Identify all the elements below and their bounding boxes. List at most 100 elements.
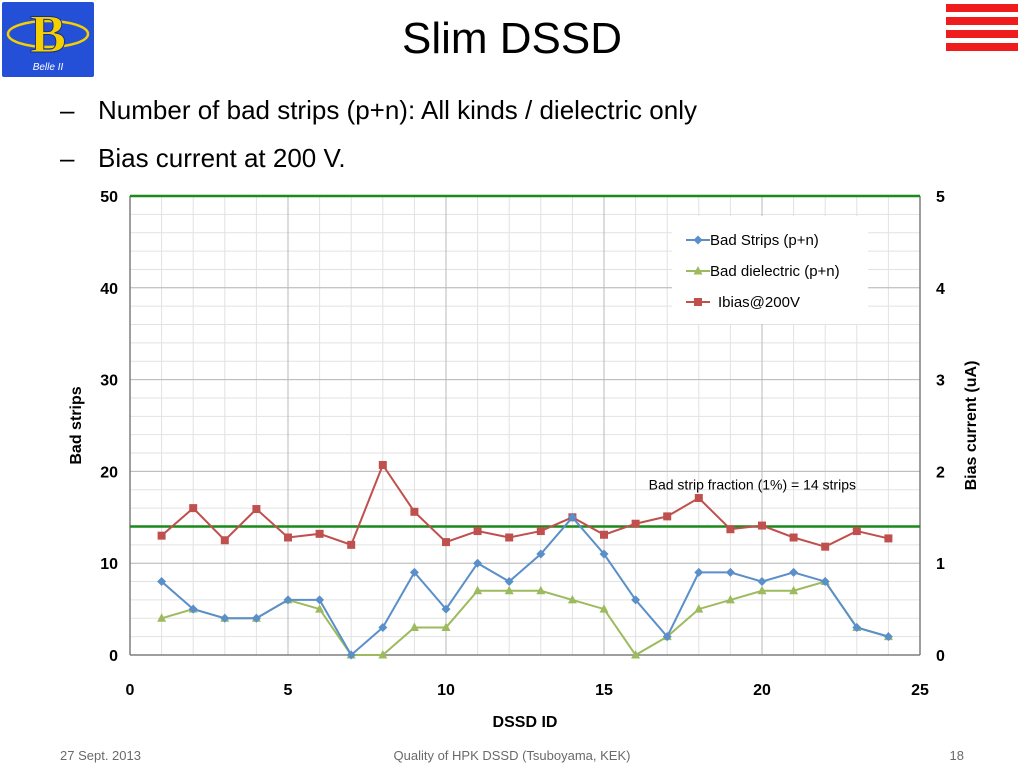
- data-point: [789, 585, 799, 595]
- data-point: [188, 604, 198, 614]
- data-point: [473, 558, 483, 568]
- y2-tick-label: 5: [936, 189, 945, 206]
- data-point: [315, 595, 325, 605]
- data-point: [725, 594, 735, 604]
- footer-date: 27 Sept. 2013: [60, 748, 141, 763]
- data-point: [378, 460, 387, 469]
- legend-marker: [694, 298, 702, 306]
- data-point: [631, 650, 641, 659]
- belle-ii-logo-mark: B: [6, 4, 90, 64]
- data-point: [694, 494, 703, 503]
- data-point: [378, 650, 388, 659]
- menu-bar: [946, 4, 1018, 12]
- svg-text:B: B: [30, 4, 66, 64]
- data-point: [347, 540, 356, 549]
- menu-bar: [946, 30, 1018, 38]
- data-point: [473, 585, 483, 595]
- data-point: [852, 622, 862, 632]
- data-point: [157, 577, 167, 587]
- bullet-item: – Number of bad strips (p+n): All kinds …: [60, 92, 960, 140]
- data-point: [536, 527, 545, 536]
- data-point: [536, 549, 546, 559]
- data-point: [567, 594, 577, 604]
- y2-tick-label: 3: [936, 373, 945, 390]
- legend-marker: [693, 266, 703, 275]
- data-point: [220, 613, 230, 623]
- logo-text: Belle II: [32, 62, 64, 73]
- data-point: [789, 533, 798, 542]
- series-line: [160, 462, 889, 548]
- data-point: [504, 577, 514, 587]
- x-axis-label: DSSD ID: [493, 714, 558, 731]
- reference-line-label: Bad strip fraction (1%) = 14 strips: [649, 476, 856, 492]
- data-point: [157, 531, 166, 540]
- data-point: [821, 542, 830, 551]
- data-point: [410, 507, 419, 516]
- y-tick-label: 30: [100, 373, 118, 390]
- bullet-text: Bias current at 200 V.: [98, 143, 346, 173]
- y-axis-label: Bad strips: [68, 386, 85, 464]
- x-tick-label: 10: [437, 682, 455, 699]
- x-tick-label: 5: [284, 682, 293, 699]
- data-point: [442, 538, 450, 547]
- bad-strips-chart: 0 5 10 15 20 25 0 10 20 30 40 50 0 1 2 3 4 5 DSSD ID Bad st…: [68, 189, 980, 731]
- data-point: [852, 527, 861, 536]
- legend-label: Bad dielectric (p+n): [710, 263, 840, 280]
- data-point: [251, 613, 261, 623]
- belle-ii-logo: B Belle II: [2, 2, 94, 77]
- data-point: [252, 505, 261, 514]
- data-point: [663, 512, 672, 521]
- data-point: [694, 567, 704, 577]
- y2-axis-label: Bias current (uA): [963, 361, 980, 491]
- x-tick-label: 20: [753, 682, 771, 699]
- bullet-list: – Number of bad strips (p+n): All kinds …: [60, 92, 960, 188]
- data-point: [473, 527, 482, 536]
- bullet-text: Number of bad strips (p+n): All kinds / …: [98, 95, 697, 125]
- data-point: [884, 534, 893, 543]
- data-point: [726, 525, 735, 534]
- menu-bar: [946, 17, 1018, 25]
- data-point: [694, 604, 704, 613]
- legend-marker: [693, 235, 703, 245]
- data-point: [820, 577, 830, 587]
- menu-bar: [946, 43, 1018, 51]
- data-point: [567, 512, 577, 522]
- data-point: [599, 549, 609, 559]
- y2-tick-label: 0: [936, 648, 945, 665]
- data-point: [284, 533, 292, 542]
- footer-center: Quality of HPK DSSD (Tsuboyama, KEK): [393, 748, 631, 763]
- data-point: [346, 650, 356, 660]
- data-point: [441, 622, 451, 631]
- y2-tick-label: 1: [936, 556, 945, 573]
- legend-label: Bad Strips (p+n): [710, 232, 819, 249]
- footer-page: 18: [949, 748, 964, 763]
- data-point: [789, 567, 799, 577]
- data-point: [378, 622, 388, 632]
- data-point: [662, 632, 672, 642]
- data-point: [505, 533, 514, 542]
- legend-label: Ibias@200V: [718, 294, 800, 311]
- data-point: [600, 530, 608, 539]
- data-point: [283, 595, 293, 605]
- y-tick-label: 0: [109, 648, 118, 665]
- data-point: [315, 529, 324, 538]
- data-point: [631, 519, 640, 528]
- data-point: [409, 567, 419, 577]
- menu-icon: [946, 4, 1018, 66]
- data-point: [315, 604, 325, 613]
- y2-tick-label: 4: [936, 281, 945, 298]
- y-tick-label: 20: [100, 464, 118, 481]
- x-tick-label: 15: [595, 682, 613, 699]
- data-point: [409, 622, 419, 631]
- data-point: [441, 604, 451, 614]
- x-tick-label: 25: [911, 682, 929, 699]
- bullet-dash: –: [60, 143, 75, 173]
- data-point: [189, 504, 198, 513]
- slide-title: Slim DSSD: [401, 14, 623, 63]
- data-point: [757, 577, 767, 587]
- data-point: [757, 585, 767, 595]
- data-point: [758, 521, 766, 530]
- y-tick-label: 40: [100, 281, 118, 298]
- y2-tick-label: 2: [936, 464, 945, 481]
- bullet-dash: –: [60, 95, 75, 125]
